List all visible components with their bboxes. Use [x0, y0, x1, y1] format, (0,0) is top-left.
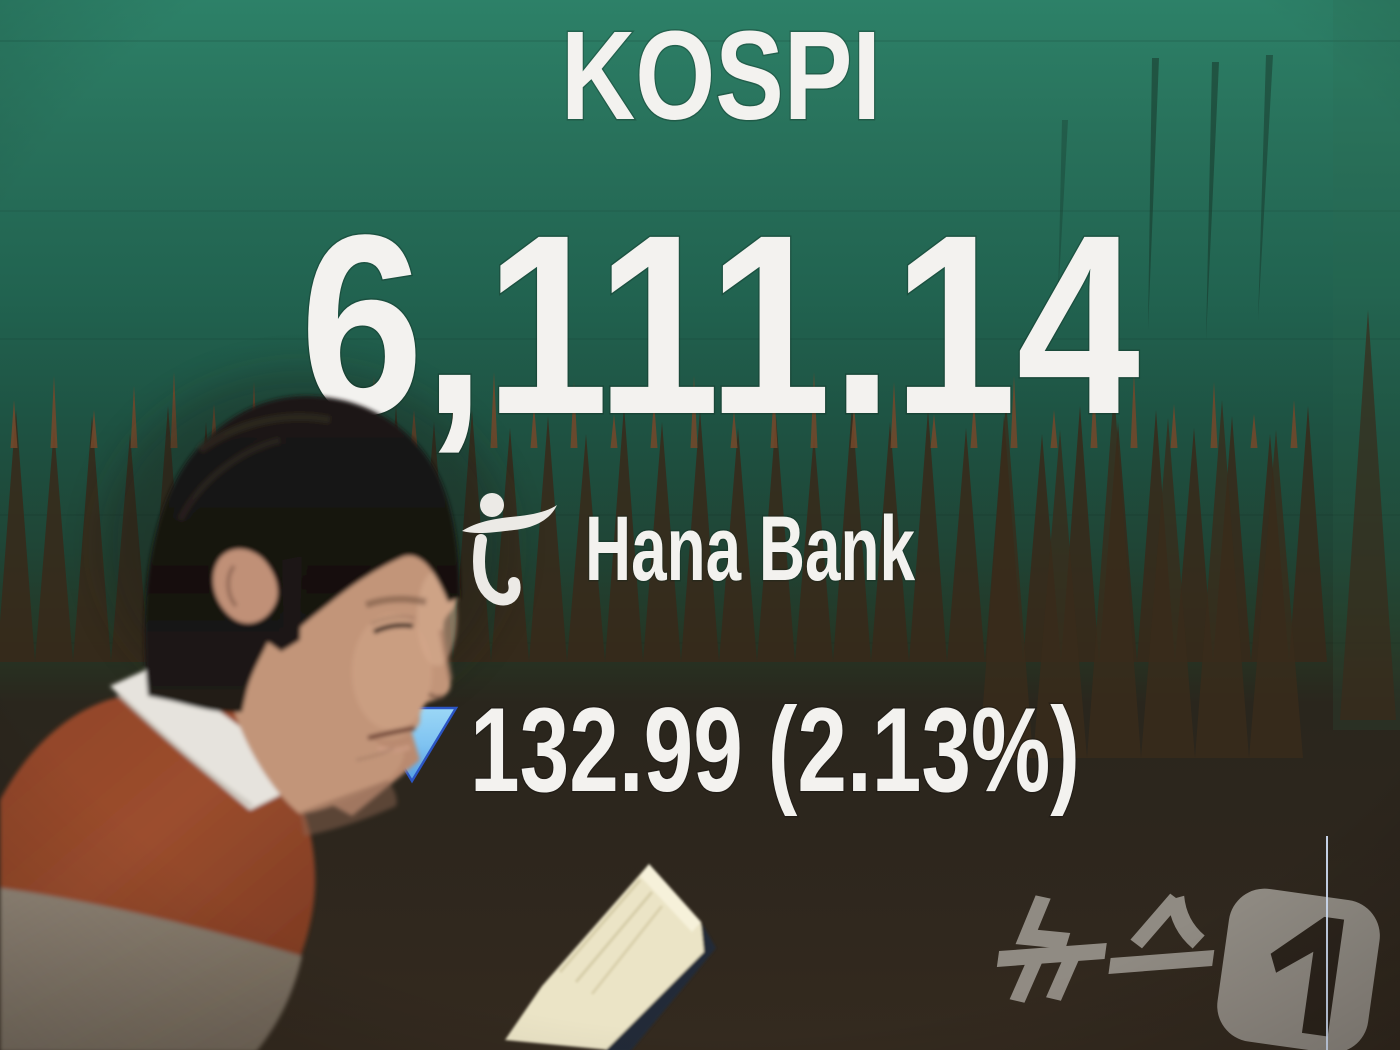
news-photo-kospi-board: KOSPI 6,111.14 Hana Bank 132.99 (2.13%) [0, 0, 1400, 1050]
photo-vignette [0, 0, 1400, 1050]
